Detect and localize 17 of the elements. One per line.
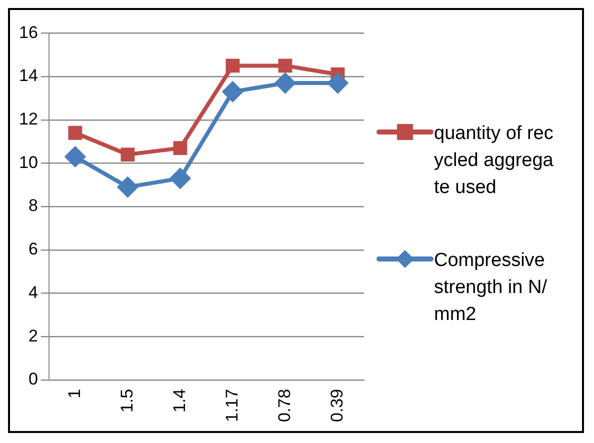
y-tick-label: 4 bbox=[28, 282, 38, 302]
y-tick-label: 2 bbox=[28, 326, 38, 346]
y-tick-label: 8 bbox=[28, 196, 38, 216]
x-tick-label: 1.4 bbox=[170, 388, 189, 413]
legend-label: quantity of recycled aggregate used bbox=[434, 122, 554, 200]
x-tick-label: 0.39 bbox=[327, 388, 346, 422]
x-tick-label: 1 bbox=[64, 388, 84, 398]
y-tick-label: 10 bbox=[18, 152, 38, 172]
y-tick-label: 0 bbox=[28, 370, 38, 389]
y-tick-label: 16 bbox=[18, 22, 38, 42]
y-tick-label: 14 bbox=[18, 66, 38, 86]
x-tick-label: 1.17 bbox=[222, 388, 242, 422]
y-tick-label: 12 bbox=[18, 110, 38, 129]
legend-label: Compressive strength in N/mm2 bbox=[434, 248, 548, 326]
x-tick-label: 0.78 bbox=[274, 388, 294, 422]
x-tick-label: 1.5 bbox=[117, 388, 136, 413]
y-tick-label: 6 bbox=[28, 240, 38, 259]
